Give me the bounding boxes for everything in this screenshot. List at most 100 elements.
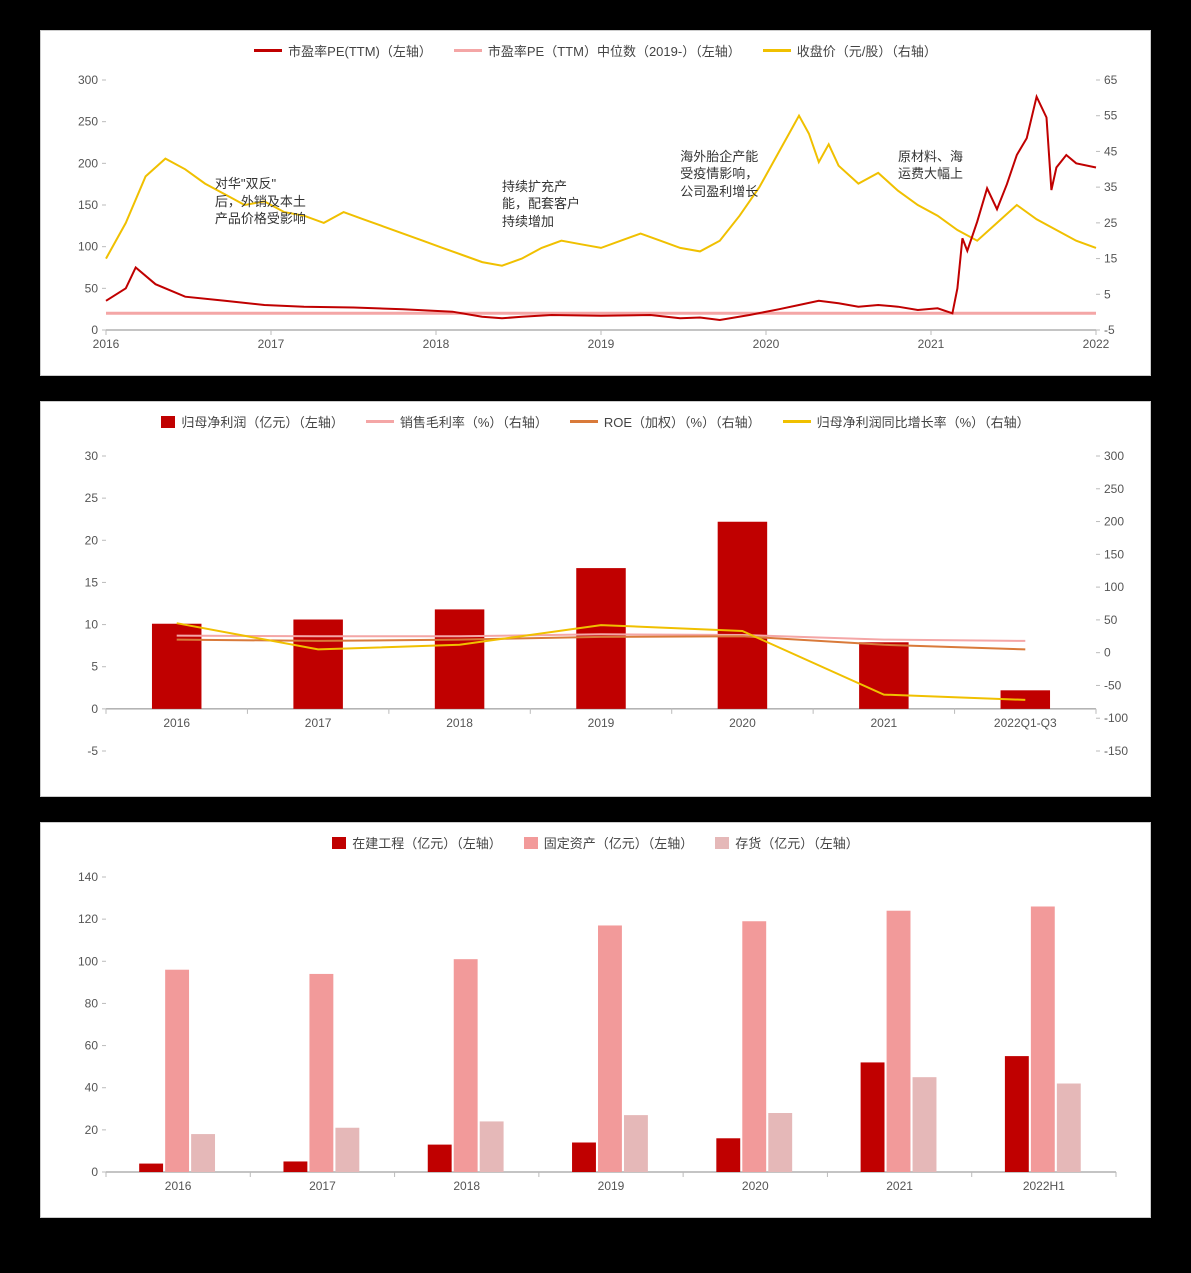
legend-roe: ROE（加权）（%）（右轴） (570, 412, 761, 431)
svg-text:-50: -50 (1104, 678, 1122, 692)
svg-text:40: 40 (85, 1081, 99, 1095)
svg-text:100: 100 (78, 954, 98, 968)
svg-text:-5: -5 (1104, 323, 1115, 337)
legend-price-swatch (763, 49, 791, 52)
svg-text:2018: 2018 (446, 716, 473, 730)
svg-text:250: 250 (78, 115, 98, 129)
svg-text:300: 300 (1104, 449, 1124, 463)
svg-text:2017: 2017 (309, 1179, 336, 1193)
svg-text:140: 140 (78, 870, 98, 884)
panel-assets: 在建工程（亿元）（左轴） 固定资产（亿元）（左轴） 存货（亿元）（左轴） 020… (40, 822, 1151, 1218)
svg-text:20: 20 (85, 533, 99, 547)
svg-text:2022Q1-Q3: 2022Q1-Q3 (994, 716, 1057, 730)
legend-inv-label: 存货（亿元）（左轴） (735, 833, 859, 852)
svg-text:15: 15 (1104, 252, 1118, 266)
panel2-legend: 归母净利润（亿元）（左轴） 销售毛利率（%）（右轴） ROE（加权）（%）（右轴… (41, 402, 1150, 436)
legend-cip-swatch (332, 837, 346, 849)
legend-price-label: 收盘价（元/股）（右轴） (797, 41, 937, 60)
legend-fixed-swatch (524, 837, 538, 849)
legend-fixed-label: 固定资产（亿元）（左轴） (544, 833, 694, 852)
svg-text:2016: 2016 (163, 716, 190, 730)
svg-text:200: 200 (1104, 515, 1124, 529)
svg-text:50: 50 (1104, 613, 1118, 627)
svg-text:5: 5 (1104, 287, 1111, 301)
chart-annotation: 对华"双反" 后，外销及本土 产品价格受影响 (215, 175, 306, 228)
svg-text:2021: 2021 (871, 716, 898, 730)
panel3-legend: 在建工程（亿元）（左轴） 固定资产（亿元）（左轴） 存货（亿元）（左轴） (41, 823, 1150, 857)
svg-text:30: 30 (85, 449, 99, 463)
chart-annotation: 持续扩充产 能，配套客户 持续增加 (502, 178, 580, 231)
svg-text:200: 200 (78, 156, 98, 170)
svg-text:2016: 2016 (165, 1179, 192, 1193)
svg-text:2020: 2020 (753, 337, 780, 351)
panel-pe-price: 市盈率PE(TTM)（左轴） 市盈率PE（TTM）中位数（2019-）（左轴） … (40, 30, 1151, 376)
svg-text:60: 60 (85, 1039, 99, 1053)
legend-cip-label: 在建工程（亿元）（左轴） (352, 833, 502, 852)
svg-text:10: 10 (85, 618, 99, 632)
legend-pe-label: 市盈率PE(TTM)（左轴） (288, 41, 432, 60)
svg-text:100: 100 (78, 240, 98, 254)
chart-annotation: 原材料、海 运费大幅上 (898, 148, 963, 183)
svg-text:-100: -100 (1104, 711, 1128, 725)
page-root: 市盈率PE(TTM)（左轴） 市盈率PE（TTM）中位数（2019-）（左轴） … (0, 0, 1191, 1273)
panel2-plot: -5051015202530-150-100-50050100150200250… (41, 436, 1150, 796)
svg-text:35: 35 (1104, 180, 1118, 194)
legend-pe-median: 市盈率PE（TTM）中位数（2019-）（左轴） (454, 41, 741, 60)
legend-growth: 归母净利润同比增长率（%）（右轴） (783, 412, 1030, 431)
legend-roe-label: ROE（加权）（%）（右轴） (604, 412, 761, 431)
legend-pe-median-label: 市盈率PE（TTM）中位数（2019-）（左轴） (488, 41, 741, 60)
svg-text:50: 50 (85, 281, 99, 295)
legend-gross-label: 销售毛利率（%）（右轴） (400, 412, 548, 431)
legend-gross-swatch (366, 420, 394, 423)
svg-text:2019: 2019 (598, 1179, 625, 1193)
svg-text:2017: 2017 (258, 337, 285, 351)
panel3-plot: 0204060801001201402016201720182019202020… (41, 857, 1150, 1217)
panel-profit: 归母净利润（亿元）（左轴） 销售毛利率（%）（右轴） ROE（加权）（%）（右轴… (40, 401, 1151, 797)
chart-annotation: 海外胎企产能 受疫情影响， 公司盈利增长 (680, 148, 758, 201)
svg-text:2016: 2016 (93, 337, 120, 351)
legend-roe-swatch (570, 420, 598, 423)
svg-text:250: 250 (1104, 482, 1124, 496)
svg-text:2018: 2018 (453, 1179, 480, 1193)
legend-gross: 销售毛利率（%）（右轴） (366, 412, 548, 431)
svg-text:20: 20 (85, 1123, 99, 1137)
svg-text:55: 55 (1104, 109, 1118, 123)
svg-text:2018: 2018 (423, 337, 450, 351)
svg-text:0: 0 (91, 702, 98, 716)
svg-text:80: 80 (85, 996, 99, 1010)
svg-text:-5: -5 (87, 744, 98, 758)
svg-text:2022: 2022 (1083, 337, 1110, 351)
svg-text:2021: 2021 (886, 1179, 913, 1193)
legend-pe-swatch (254, 49, 282, 52)
svg-text:2017: 2017 (305, 716, 332, 730)
svg-text:2021: 2021 (918, 337, 945, 351)
panel1-plot: 050100150200250300-551525354555652016201… (41, 65, 1150, 375)
svg-text:-150: -150 (1104, 744, 1128, 758)
legend-growth-swatch (783, 420, 811, 423)
legend-netprofit-label: 归母净利润（亿元）（左轴） (181, 412, 344, 431)
svg-text:2020: 2020 (742, 1179, 769, 1193)
svg-text:150: 150 (1104, 547, 1124, 561)
svg-text:5: 5 (91, 660, 98, 674)
svg-text:65: 65 (1104, 73, 1118, 87)
legend-fixed: 固定资产（亿元）（左轴） (524, 833, 694, 852)
svg-text:2019: 2019 (588, 337, 615, 351)
svg-text:120: 120 (78, 912, 98, 926)
svg-text:2022H1: 2022H1 (1023, 1179, 1065, 1193)
svg-text:150: 150 (78, 198, 98, 212)
svg-text:300: 300 (78, 73, 98, 87)
legend-netprofit-swatch (161, 416, 175, 428)
legend-inv-swatch (715, 837, 729, 849)
legend-price: 收盘价（元/股）（右轴） (763, 41, 937, 60)
legend-inv: 存货（亿元）（左轴） (715, 833, 859, 852)
svg-text:45: 45 (1104, 144, 1118, 158)
svg-text:25: 25 (1104, 216, 1118, 230)
svg-text:0: 0 (1104, 646, 1111, 660)
legend-cip: 在建工程（亿元）（左轴） (332, 833, 502, 852)
panel1-legend: 市盈率PE(TTM)（左轴） 市盈率PE（TTM）中位数（2019-）（左轴） … (41, 31, 1150, 65)
legend-pe: 市盈率PE(TTM)（左轴） (254, 41, 432, 60)
svg-text:100: 100 (1104, 580, 1124, 594)
legend-netprofit: 归母净利润（亿元）（左轴） (161, 412, 344, 431)
svg-text:2020: 2020 (729, 716, 756, 730)
legend-pe-median-swatch (454, 49, 482, 52)
